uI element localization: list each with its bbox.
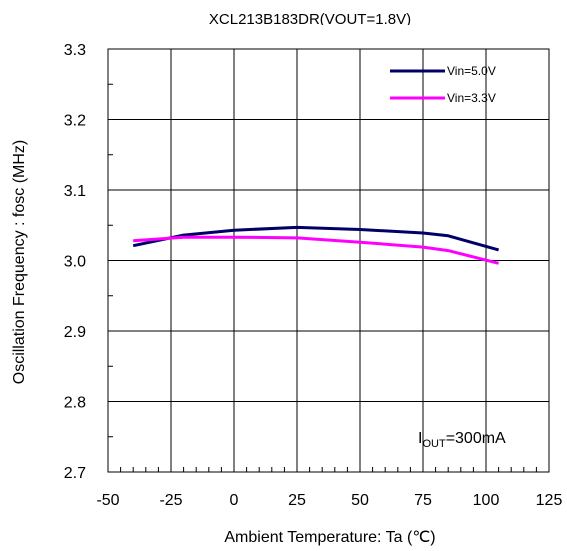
x-tick-label: 25 xyxy=(288,492,306,509)
x-tick-label: 50 xyxy=(351,492,369,509)
y-tick-labels: 2.7 2.8 2.9 3.0 3.1 3.2 3.3 xyxy=(64,42,86,482)
x-tick-label: -25 xyxy=(159,492,182,509)
x-tick-labels: -50 -25 0 25 50 75 100 125 xyxy=(96,492,562,509)
legend-label-2: Vin=3.3V xyxy=(447,91,496,105)
plot-frame xyxy=(107,48,550,473)
x-tick-label: 75 xyxy=(414,492,432,509)
series-lines xyxy=(132,225,500,265)
x-tick-label: 0 xyxy=(230,492,239,509)
series-line-2 xyxy=(133,235,499,265)
y-axis-label: Oscillation Frequency : fosc (MHz) xyxy=(11,140,28,385)
y-tick-label: 2.7 xyxy=(64,465,86,482)
annotation-iout: IOUT=300mA xyxy=(418,430,506,450)
annotation-main: I xyxy=(418,430,422,447)
series-line-1 xyxy=(132,225,500,252)
y-tick-label: 2.9 xyxy=(64,324,86,341)
y-tick-label: 3.1 xyxy=(64,183,86,200)
legend-label-1: Vin=5.0V xyxy=(447,64,496,78)
y-tick-label: 3.3 xyxy=(64,42,86,59)
title-mask xyxy=(150,25,470,45)
x-tick-label: 100 xyxy=(473,492,500,509)
legend: Vin=5.0V Vin=3.3V xyxy=(390,64,496,105)
x-tick-label: -50 xyxy=(96,492,119,509)
chart-title: XCL213B183DR(VOUT=1.8V) xyxy=(209,11,411,28)
y-tick-label: 3.2 xyxy=(64,113,86,130)
x-tick-label: 125 xyxy=(536,492,563,509)
x-axis-label: Ambient Temperature: Ta (℃) xyxy=(224,529,435,546)
y-tick-label: 2.8 xyxy=(64,395,86,412)
minor-ticks xyxy=(108,83,537,472)
grid xyxy=(108,49,549,472)
annotation-rest: =300mA xyxy=(446,430,506,447)
annotation-sub: OUT xyxy=(422,438,446,450)
y-tick-label: 3.0 xyxy=(64,254,86,271)
